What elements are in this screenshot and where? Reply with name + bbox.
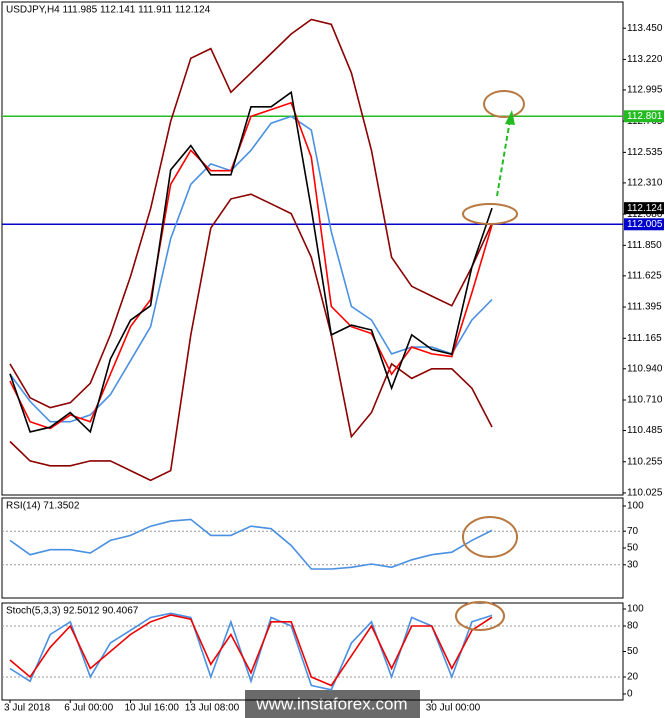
y-tick-label: 110.940 [627,363,663,374]
y-tick-label: 100 [627,501,644,512]
y-tick-label: 110.710 [627,395,663,406]
y-tick-label: 112.995 [627,85,663,96]
x-tick-label: 3 Jul 2018 [4,703,51,714]
y-tick-label: 110.025 [627,488,663,499]
y-tick-label: 111.395 [627,302,662,313]
y-tick-label: 111.850 [627,240,662,251]
y-tick-label: 110.485 [627,425,663,436]
level-label-box [624,110,664,123]
y-tick-label: 70 [627,526,639,537]
entry-circle [462,203,518,225]
stoch-circle [455,601,505,631]
y-tick-label: 110.255 [627,456,663,467]
x-tick-label: 10 Jul 16:00 [125,703,180,714]
rsi-circle [462,516,518,558]
y-tick-label: 0 [627,689,633,700]
series-line [9,612,493,691]
series-line [9,518,493,570]
arrow-head [505,110,515,125]
watermark: www.instaforex.com [255,694,407,713]
last-price-box [624,202,664,215]
series-line [9,18,493,409]
series-line [9,90,493,434]
annotations [455,90,525,631]
y-tick-label: 50 [627,646,639,657]
y-tick-label: 112.535 [627,147,663,158]
series-line [9,614,493,687]
x-tick-label: 13 Jul 08:00 [185,703,240,714]
y-tick-label: 30 [627,559,639,570]
level-label: 112.801 [627,111,663,122]
series-line [9,193,493,482]
level-label-box [624,218,664,231]
y-tick-label: 112.310 [627,178,663,189]
y-tick-label: 113.450 [627,23,663,34]
y-tick-label: 111.165 [627,333,662,344]
panel-title: USDJPY,H4 111.985 112.141 111.911 112.12… [6,5,211,16]
y-tick-label: 100 [627,604,644,615]
last-price-label: 112.124 [627,203,663,214]
y-tick-label: 80 [627,621,639,632]
y-tick-label: 111.625 [627,270,662,281]
y-tick-label: 50 [627,543,639,554]
panel-title: Stoch(5,3,3) 92.5012 90.4067 [6,606,139,617]
y-tick-label: 113.220 [627,54,663,65]
arrow-shaft [496,119,511,197]
y-tick-label: 112.080 [627,209,663,220]
y-tick-label: 20 [627,672,639,683]
panel-title: RSI(14) 71.3502 [6,501,80,512]
panel-frame [1,1,624,496]
series-line [9,101,493,430]
watermark-box [245,690,420,718]
level-label: 112.005 [627,219,663,230]
x-tick-label: 30 Jul 00:00 [426,703,481,714]
x-tick-label: 6 Jul 00:00 [64,703,113,714]
target-circle [483,90,525,118]
